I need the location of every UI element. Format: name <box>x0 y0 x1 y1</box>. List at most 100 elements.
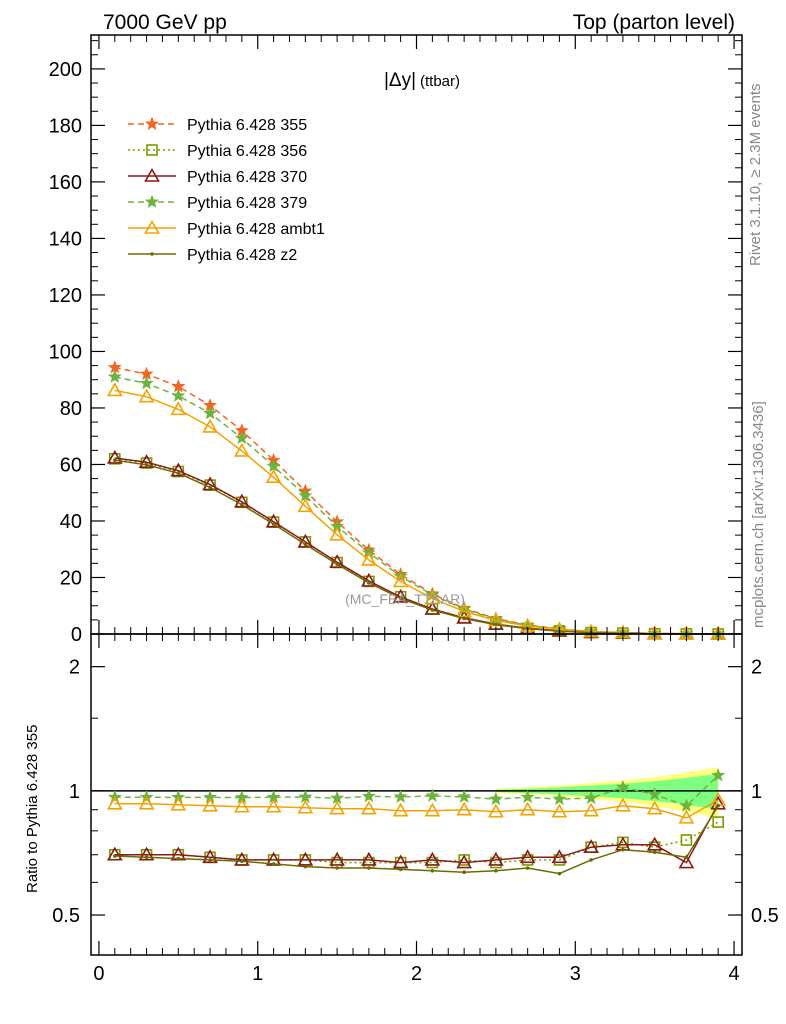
ratio-data-point <box>712 816 724 828</box>
data-point <box>139 376 154 390</box>
ratio-data-point <box>106 795 123 810</box>
ratio-data-point <box>456 854 473 869</box>
ratio-data-point <box>392 802 409 817</box>
ratio-data-point <box>710 795 727 810</box>
data-point <box>462 616 466 621</box>
ratio-y-tick-label-right: 1 <box>751 781 762 803</box>
ratio-data-point <box>393 789 408 803</box>
x-tick-label: 3 <box>570 963 581 985</box>
ratio-panel: 0.5 0.5 1 1 2 2 0 1 2 3 4 <box>52 633 779 985</box>
ratio-data-point <box>424 802 441 817</box>
data-point <box>398 596 403 601</box>
data-point <box>360 551 377 566</box>
ratio-series-line-1 <box>114 803 719 864</box>
ratio-series-line-3 <box>114 799 719 819</box>
data-point <box>456 603 473 618</box>
legend-marker <box>145 194 159 208</box>
ratio-data-point <box>462 870 466 875</box>
ratio-y-tick-label-right: 0.5 <box>751 905 779 927</box>
header-collision-label: 7000 GeV pp <box>103 11 227 34</box>
ratio-data-point <box>113 854 117 858</box>
x-tick-label: 4 <box>728 963 739 985</box>
ratio-data-point <box>646 836 663 851</box>
legend-entry: Pythia 6.428 379 <box>128 194 307 212</box>
series-line-0 <box>114 366 719 635</box>
ratio-data-point <box>520 789 535 804</box>
ratio-data-point <box>679 798 694 812</box>
y-tick-label: 160 <box>49 172 82 194</box>
ratio-data-point <box>233 851 250 866</box>
ratio-data-point <box>684 855 689 860</box>
ratio-data-point <box>208 858 212 862</box>
ratio-data-point <box>589 858 593 862</box>
ratio-data-point <box>360 800 377 815</box>
ratio-data-point <box>457 789 472 803</box>
data-point <box>488 611 503 626</box>
data-point <box>171 388 186 402</box>
ratio-data-point <box>552 791 567 806</box>
ratio-data-point <box>615 779 630 794</box>
data-point <box>138 454 155 469</box>
legend-entry: Pythia 6.428 356 <box>128 143 307 160</box>
data-point <box>271 522 276 526</box>
y-tick-label: 80 <box>60 398 82 420</box>
ratio-data-point <box>329 800 345 815</box>
ratio-data-point <box>557 871 562 876</box>
ratio-data-point <box>583 802 600 817</box>
mcplots-credit-label: mcplots.cern.ch [arXiv:1306.3436] <box>750 401 767 628</box>
legend-label: Pythia 6.428 z2 <box>187 247 297 264</box>
legend-marker <box>145 116 159 130</box>
ratio-data-point <box>488 791 503 806</box>
y-tick-label: 100 <box>49 341 82 363</box>
ratio-data-point <box>361 788 376 803</box>
data-point <box>106 382 123 397</box>
main-panel: (MC_FBA_TTBAR) |Δy| (ttbar) Pythia 6.428… <box>49 34 743 646</box>
data-point <box>265 513 282 528</box>
legend-marker <box>146 144 158 156</box>
ratio-data-point <box>678 809 695 824</box>
data-point <box>234 430 249 445</box>
ratio-data-point <box>716 803 720 808</box>
ratio-data-point <box>551 849 568 864</box>
ratio-data-point <box>398 867 403 872</box>
rivet-version-label: Rivet 3.1.10, ≥ 2.3M events <box>747 84 764 267</box>
ratio-data-point <box>424 851 441 866</box>
ratio-data-point <box>144 855 149 860</box>
ratio-series-line-2 <box>114 774 719 807</box>
ratio-data-point <box>170 796 187 811</box>
legend-marker <box>150 252 154 256</box>
data-point <box>233 442 250 457</box>
ratio-data-point <box>615 797 631 812</box>
ratio-data-point <box>138 846 155 861</box>
data-point <box>240 502 244 507</box>
ratio-data-point <box>646 800 663 815</box>
main-title: |Δy| (ttbar) <box>384 70 460 91</box>
y-tick-label: 0 <box>71 624 82 646</box>
ratio-data-point <box>551 803 568 818</box>
ratio-data-point <box>430 868 435 873</box>
data-point <box>266 458 281 473</box>
data-point <box>303 542 308 547</box>
legend-label: Pythia 6.428 355 <box>187 117 307 134</box>
ratio-y-tick-label: 2 <box>69 657 80 679</box>
data-point <box>202 476 218 491</box>
ratio-data-point <box>240 859 244 864</box>
series-line-5 <box>114 459 719 635</box>
data-point <box>176 471 181 476</box>
y-tick-label: 200 <box>49 59 82 81</box>
ratio-data-point <box>584 790 599 805</box>
data-point <box>335 562 339 567</box>
ratio-data-point <box>525 866 530 870</box>
data-point <box>138 388 155 403</box>
ratio-data-point <box>652 850 657 855</box>
data-point <box>392 573 409 588</box>
y-tick-label: 180 <box>49 115 82 137</box>
data-point <box>107 369 122 383</box>
ratio-y-tick-label: 1 <box>69 781 80 803</box>
legend-entry: Pythia 6.428 ambt1 <box>128 219 325 238</box>
legend-label: Pythia 6.428 356 <box>187 143 307 160</box>
ratio-data-point <box>202 797 218 812</box>
analysis-watermark: (MC_FBA_TTBAR) <box>345 591 465 607</box>
legend-entry: Pythia 6.428 370 <box>128 167 307 186</box>
ratio-data-point <box>647 787 662 801</box>
